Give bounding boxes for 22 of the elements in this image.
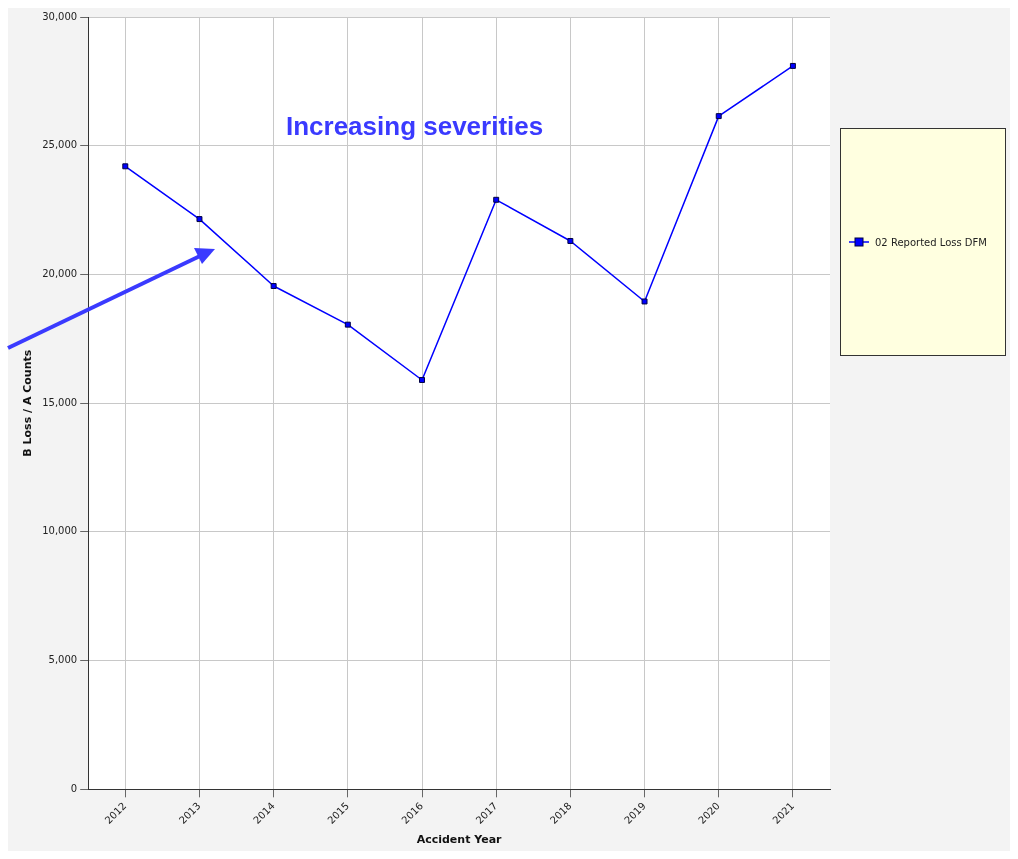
y-tick-label: 25,000 [42, 139, 78, 151]
point [567, 238, 574, 244]
point [493, 196, 500, 203]
point [419, 377, 425, 383]
point [270, 283, 277, 289]
point [641, 298, 648, 305]
y-tick-label: 30,000 [42, 10, 78, 22]
x-axis-title: Accident Year [416, 833, 503, 847]
legend-panel: 02 Reported Loss DFM [840, 128, 1006, 356]
point [344, 321, 351, 328]
y-tick-label: 5,000 [48, 654, 78, 666]
point [789, 62, 796, 69]
y-tick-label: 20,000 [42, 268, 78, 280]
y-axis-title: B Loss / A Counts [21, 349, 35, 457]
y-tick-label: 0 [70, 782, 78, 794]
legend-label: 02 Reported Loss DFM [875, 236, 987, 248]
y-tick-label: 15,000 [42, 396, 78, 408]
point [122, 163, 129, 170]
annotation: Increasing severities [285, 111, 544, 141]
point [715, 113, 722, 120]
point [196, 216, 203, 223]
y-tick-label: 10,000 [42, 525, 78, 537]
